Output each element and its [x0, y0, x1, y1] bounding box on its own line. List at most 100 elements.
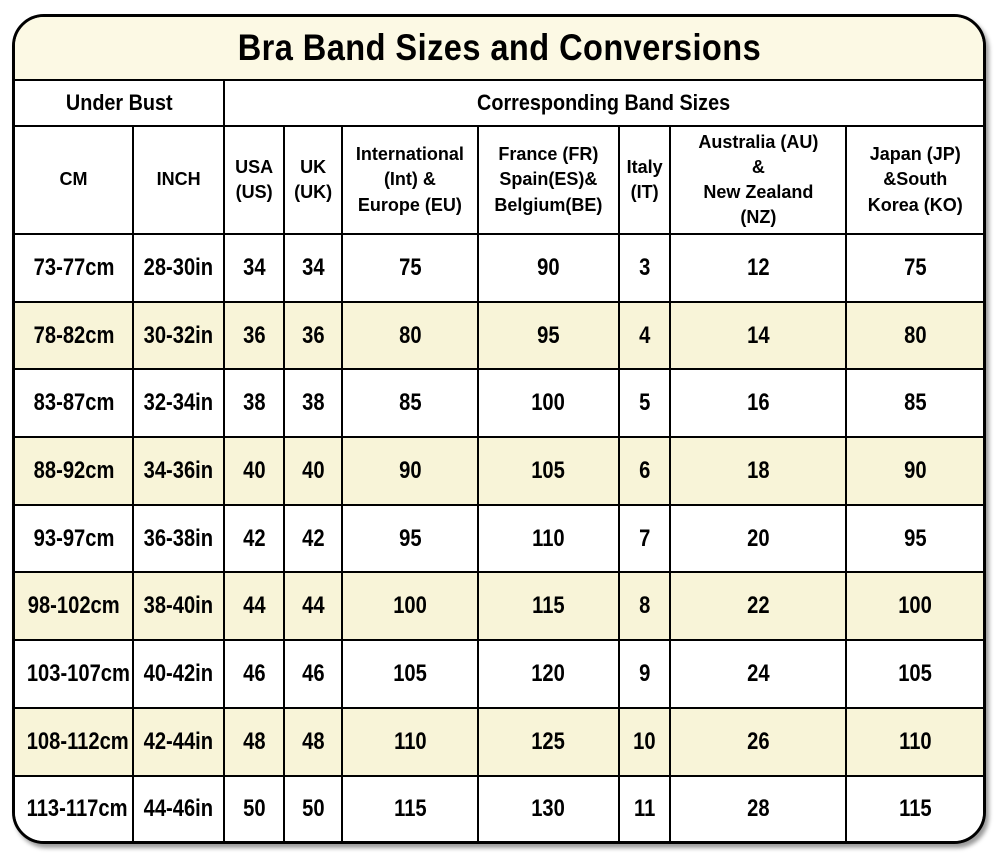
column-header-6: Italy (IT) — [617, 125, 672, 235]
title-row: Bra Band Sizes and Conversions — [15, 17, 983, 81]
size-chart-card: Bra Band Sizes and Conversions Under Bus… — [12, 14, 986, 844]
cell-text: 93-97cm — [33, 524, 114, 552]
cell-text: 75 — [904, 253, 927, 281]
data-cell: 3 — [617, 233, 672, 303]
data-cell: 110 — [845, 706, 983, 777]
cell-text: 4 — [639, 321, 651, 349]
cell-text: 95 — [904, 524, 927, 552]
data-cell: 130 — [476, 774, 621, 841]
cell-text: 105 — [393, 659, 427, 687]
cell-text: 110 — [898, 727, 932, 755]
cell-text: 36 — [301, 321, 325, 349]
data-cell: 125 — [476, 706, 621, 777]
table-row: 93-97cm 36-38in 42 42 95 110 7 20 95 — [15, 503, 983, 574]
data-cell: 110 — [341, 706, 479, 777]
cell-text: 9 — [639, 659, 651, 687]
cell-text: 5 — [639, 389, 651, 417]
column-header-0: CM — [15, 125, 135, 235]
data-cell: 90 — [341, 436, 479, 506]
cell-text: 40-42in — [143, 659, 214, 687]
cell-text: 80 — [398, 321, 422, 349]
data-cell: 14 — [669, 300, 848, 371]
data-cell: 100 — [845, 571, 983, 642]
data-cell: 46 — [223, 639, 286, 709]
column-header-1: INCH — [132, 125, 226, 235]
column-header-8: Japan (JP) &South Korea (KO) — [845, 125, 983, 235]
cell-text: 38 — [242, 389, 266, 417]
data-cell: 90 — [476, 233, 621, 303]
data-cell: 44-46in — [132, 774, 226, 841]
cell-text: 46 — [301, 659, 325, 687]
data-cell: 42-44in — [132, 706, 226, 777]
data-cell: 48 — [223, 706, 286, 777]
cell-text: 85 — [398, 389, 422, 417]
cell-text: 42 — [242, 524, 266, 552]
column-group-row: Under Bust Corresponding Band Sizes — [15, 79, 983, 127]
data-cell: 105 — [476, 436, 621, 506]
data-cell: 110 — [476, 503, 621, 574]
data-cell: 38 — [223, 368, 286, 439]
data-cell: 85 — [845, 368, 983, 439]
cell-text: 115 — [898, 794, 932, 822]
size-table: Bra Band Sizes and Conversions Under Bus… — [15, 17, 983, 841]
data-cell: 105 — [341, 639, 479, 709]
group-header-band-sizes-text: Corresponding Band Sizes — [477, 90, 731, 115]
data-cell: 95 — [341, 503, 479, 574]
cell-text: 48 — [301, 727, 325, 755]
data-cell: 40 — [283, 436, 344, 506]
data-cell: 83-87cm — [15, 368, 135, 439]
data-cell: 90 — [845, 436, 983, 506]
cell-text: 44-46in — [143, 794, 214, 822]
table-title-text: Bra Band Sizes and Conversions — [237, 27, 761, 68]
data-cell: 115 — [845, 774, 983, 841]
data-cell: 40 — [223, 436, 286, 506]
data-cell: 26 — [669, 706, 848, 777]
table-row: 83-87cm 32-34in 38 38 85 100 5 16 85 — [15, 368, 983, 439]
cell-text: 38 — [301, 389, 325, 417]
data-cell: 36 — [283, 300, 344, 371]
cell-text: 113-117cm — [26, 794, 128, 822]
cell-text: 11 — [633, 794, 656, 822]
cell-text: 12 — [747, 253, 770, 281]
cell-text: 28 — [747, 794, 770, 822]
cell-text: 46 — [242, 659, 266, 687]
cell-text: 130 — [531, 794, 566, 822]
cell-text: 8 — [639, 592, 651, 620]
data-cell: 34-36in — [132, 436, 226, 506]
data-cell: 11 — [617, 774, 672, 841]
data-cell: 100 — [341, 571, 479, 642]
cell-text: 7 — [639, 524, 651, 552]
cell-text: 44 — [301, 592, 325, 620]
column-header-4: International (Int) & Europe (EU) — [341, 125, 479, 235]
data-cell: 10 — [617, 706, 672, 777]
data-cell: 113-117cm — [15, 774, 135, 841]
data-cell: 73-77cm — [15, 233, 135, 303]
data-cell: 50 — [223, 774, 286, 841]
cell-text: 95 — [398, 524, 422, 552]
cell-text: 73-77cm — [33, 253, 114, 281]
data-cell: 100 — [476, 368, 621, 439]
cell-text: 34 — [301, 253, 325, 281]
data-cell: 22 — [669, 571, 848, 642]
data-cell: 8 — [617, 571, 672, 642]
data-cell: 5 — [617, 368, 672, 439]
cell-text: 20 — [747, 524, 770, 552]
data-cell: 6 — [617, 436, 672, 506]
cell-text: 95 — [537, 321, 560, 349]
cell-text: 42 — [301, 524, 325, 552]
data-cell: 48 — [283, 706, 344, 777]
data-cell: 4 — [617, 300, 672, 371]
data-cell: 105 — [845, 639, 983, 709]
cell-text: 28-30in — [143, 253, 214, 281]
cell-text: 36-38in — [143, 524, 214, 552]
data-cell: 28 — [669, 774, 848, 841]
data-cell: 28-30in — [132, 233, 226, 303]
data-cell: 9 — [617, 639, 672, 709]
cell-text: 80 — [904, 321, 927, 349]
cell-text: 115 — [532, 592, 565, 620]
data-cell: 75 — [845, 233, 983, 303]
data-cell: 93-97cm — [15, 503, 135, 574]
data-cell: 46 — [283, 639, 344, 709]
table-row: 103-107cm 40-42in 46 46 105 120 9 24 105 — [15, 639, 983, 709]
cell-text: 36 — [242, 321, 266, 349]
